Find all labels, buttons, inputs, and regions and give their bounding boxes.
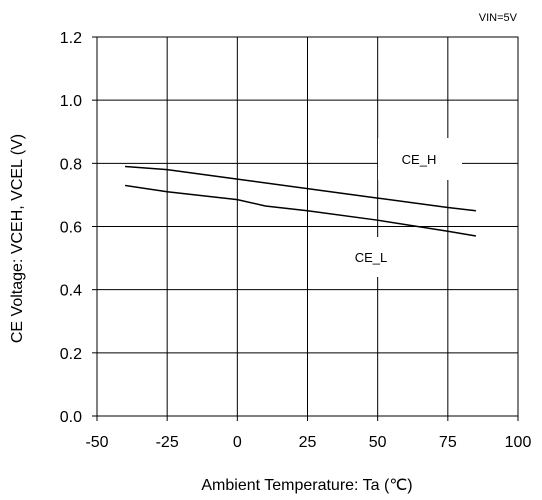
label-backdrop-ce-h [378, 138, 462, 180]
axes: -50 -25 0 25 50 75 100 0.0 0.2 0.4 0.6 0.8 1.0 1.2 [60, 30, 532, 451]
series-line-ce-h [125, 165, 476, 212]
series-line-ce-l [124, 184, 477, 237]
x-tick-label: -25 [156, 434, 179, 451]
x-axis-title: Ambient Temperature: Ta (℃) [201, 477, 412, 494]
y-tick-label: 0.6 [60, 220, 82, 237]
y-tick-label: 0.2 [60, 346, 82, 363]
y-axis-title: CE Voltage: VCEH, VCEL (V) [9, 134, 26, 343]
grid [97, 37, 518, 416]
x-tick-label: 25 [299, 434, 317, 451]
series-label-ce-h: CE_H [402, 152, 437, 167]
condition-note: VIN=5V [479, 12, 518, 24]
series-label-ce-l: CE_L [355, 250, 388, 265]
x-tick-label: 0 [233, 434, 242, 451]
x-tick-label: 50 [369, 434, 387, 451]
label-backdrop-ce-l [320, 237, 412, 277]
y-tick-label: 0.0 [60, 409, 82, 426]
series-lines: CE_H CE_L [124, 152, 477, 265]
x-tick-label: 100 [505, 434, 532, 451]
x-tick-label: -50 [85, 434, 108, 451]
y-tick-label: 1.0 [60, 93, 82, 110]
y-tick-label: 0.4 [60, 283, 82, 300]
y-tick-label: 0.8 [60, 156, 82, 173]
x-tick-label: 75 [439, 434, 457, 451]
y-tick-label: 1.2 [60, 30, 82, 47]
